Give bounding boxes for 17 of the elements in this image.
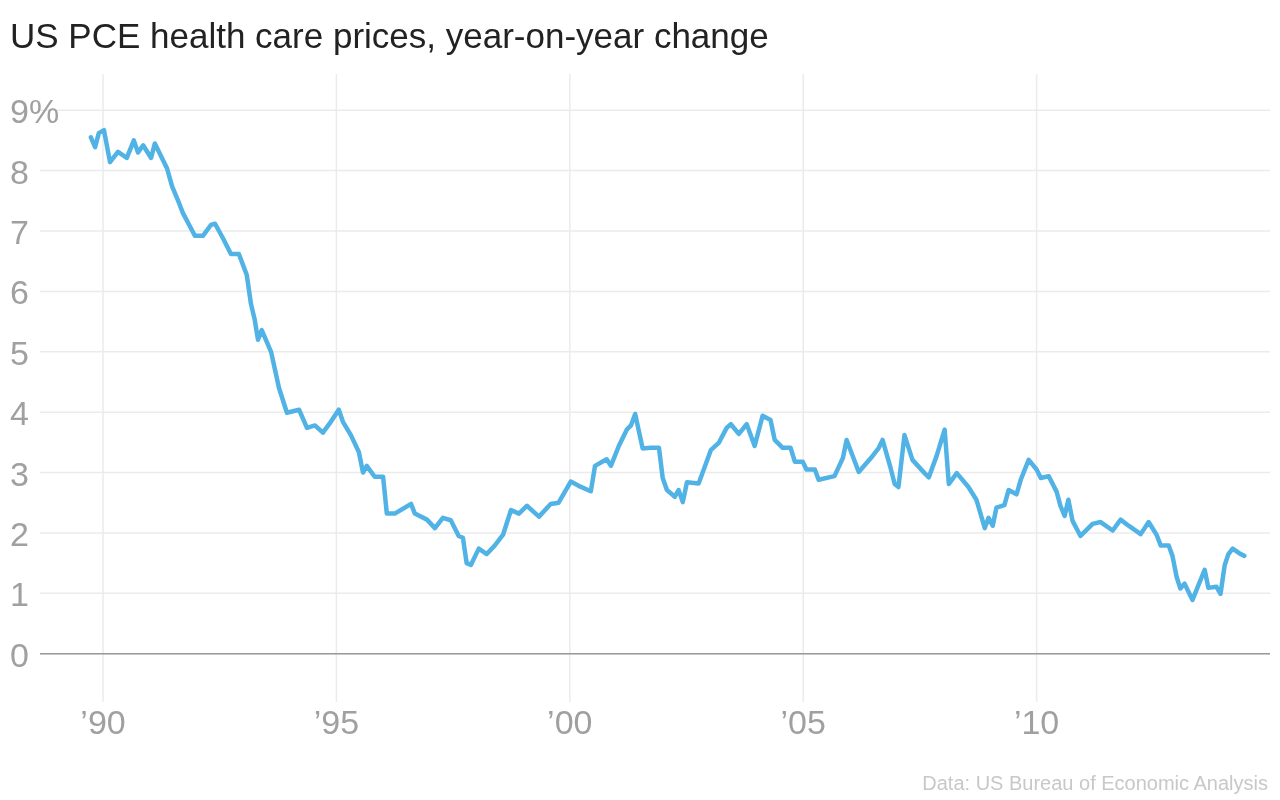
y-tick-label: 5 (10, 333, 29, 372)
line-series (88, 127, 1247, 603)
y-tick-label: 8 (10, 152, 29, 191)
y-tick-label: 4 (10, 394, 29, 433)
y-tick-label: 6 (10, 273, 29, 312)
x-tick-label: ’10 (1013, 703, 1060, 741)
chart-title: US PCE health care prices, year-on-year change (10, 16, 769, 55)
x-tick-label: ’90 (80, 703, 126, 741)
x-tick-label: ’05 (780, 703, 826, 741)
y-tick-label: 9% (10, 92, 60, 131)
y-tick-label: 1 (10, 575, 29, 614)
y-tick-label: 3 (10, 454, 29, 493)
x-tick-label: ’95 (313, 703, 360, 741)
y-tick-label: 7 (10, 213, 29, 251)
y-tick-label: 2 (10, 514, 29, 553)
x-tick-label: ’00 (547, 703, 593, 741)
y-tick-label: 0 (10, 635, 29, 674)
